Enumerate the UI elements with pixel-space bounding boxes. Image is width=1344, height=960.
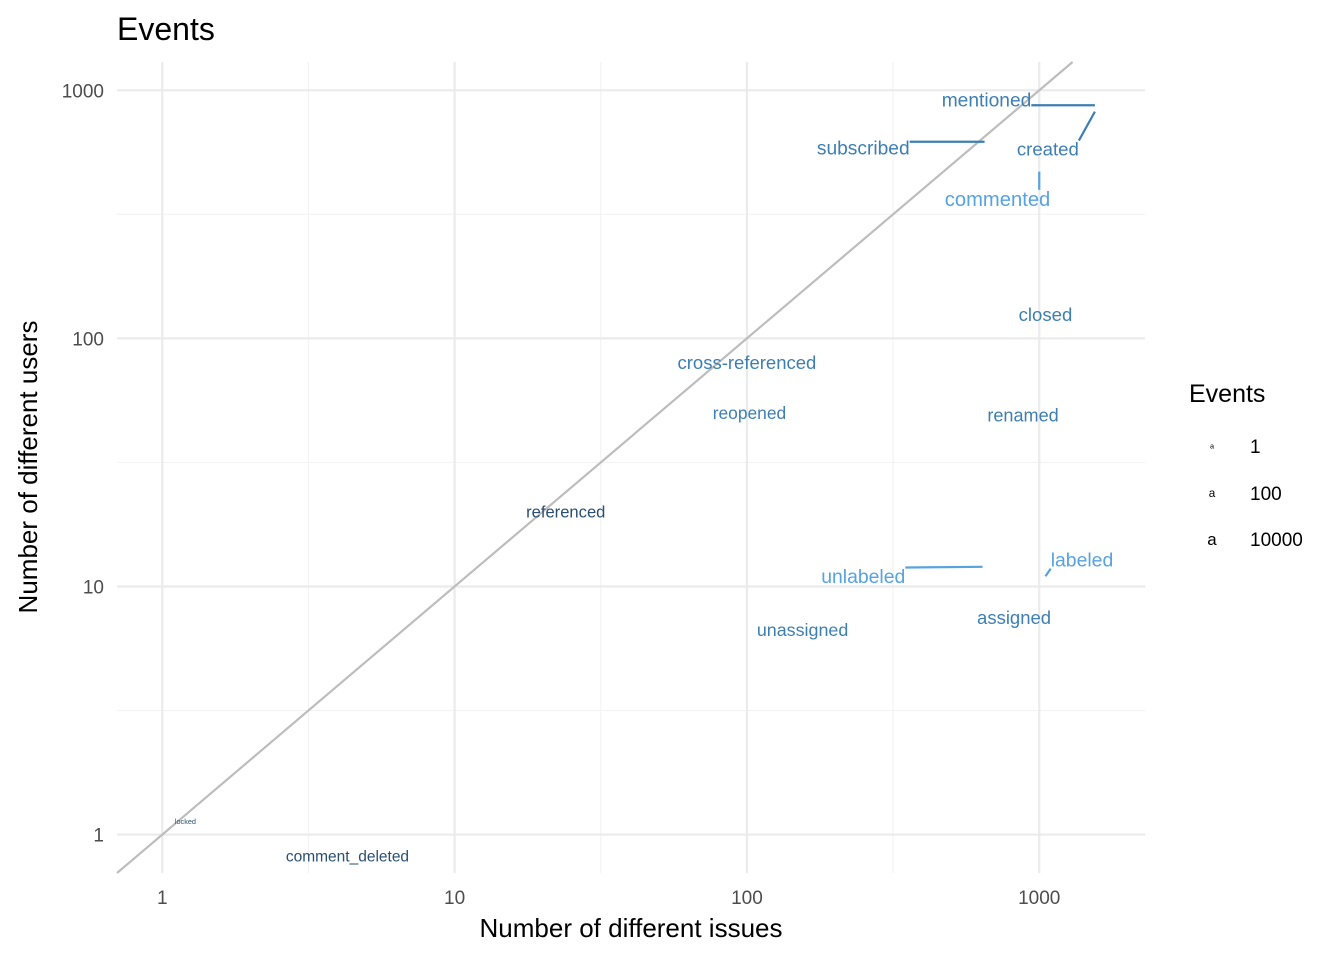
legend-key-glyph: a	[1209, 487, 1216, 500]
chart-title: Events	[117, 11, 215, 47]
legend-key-glyph: a	[1210, 442, 1215, 451]
legend-entry-label: 100	[1250, 484, 1282, 505]
point-label-reopened: reopened	[713, 403, 787, 423]
point-label-created: created	[1017, 138, 1079, 159]
point-label-assigned: assigned	[977, 607, 1051, 628]
size-legend: Events a 1 a 100 a 10000	[1189, 380, 1303, 551]
legend-entry-label: 1	[1250, 437, 1261, 458]
x-tick-label: 100	[731, 888, 763, 909]
point-label-labeled: labeled	[1051, 550, 1114, 572]
y-axis-title: Number of different users	[13, 321, 43, 614]
y-tick-label: 1	[93, 826, 104, 847]
connector-labeled	[1044, 567, 1052, 577]
connector-created	[1077, 111, 1096, 142]
point-label-unassigned: unassigned	[757, 620, 849, 640]
x-tick-label: 10	[444, 888, 465, 909]
major-gridlines	[117, 62, 1145, 873]
x-axis-tick-labels: 1 10 100 1000	[157, 888, 1060, 909]
point-label-unlabeled: unlabeled	[821, 566, 905, 588]
x-tick-label: 1	[157, 888, 168, 909]
point-label-cross-referenced: cross-referenced	[678, 352, 817, 373]
label-connector-segments	[905, 104, 1096, 577]
point-label-commented: commented	[945, 189, 1050, 211]
minor-gridlines	[117, 62, 1145, 873]
point-label-mentioned: mentioned	[942, 91, 1032, 112]
x-tick-label: 1000	[1018, 888, 1060, 909]
y-tick-label: 1000	[62, 81, 104, 102]
y-tick-label: 10	[83, 577, 104, 598]
reference-line-layer	[116, 61, 1074, 874]
y-tick-label: 100	[72, 329, 104, 350]
y-axis-tick-labels: 1 10 100 1000	[62, 81, 104, 846]
point-label-referenced: referenced	[526, 503, 605, 522]
point-label-renamed: renamed	[987, 406, 1058, 426]
connector-unlabeled	[905, 565, 983, 569]
legend-title: Events	[1189, 380, 1265, 408]
legend-key-glyph: a	[1207, 530, 1217, 549]
legend-entry-label: 10000	[1250, 530, 1303, 551]
point-label-closed: closed	[1019, 304, 1073, 325]
point-label-locked: locked	[175, 817, 196, 826]
x-axis-title: Number of different issues	[480, 913, 783, 943]
point-label-comment-deleted: comment_deleted	[286, 848, 409, 865]
identity-reference-line	[116, 61, 1074, 874]
point-label-subscribed: subscribed	[817, 139, 910, 160]
point-labels: mentioned subscribed created commented close…	[175, 91, 1113, 866]
